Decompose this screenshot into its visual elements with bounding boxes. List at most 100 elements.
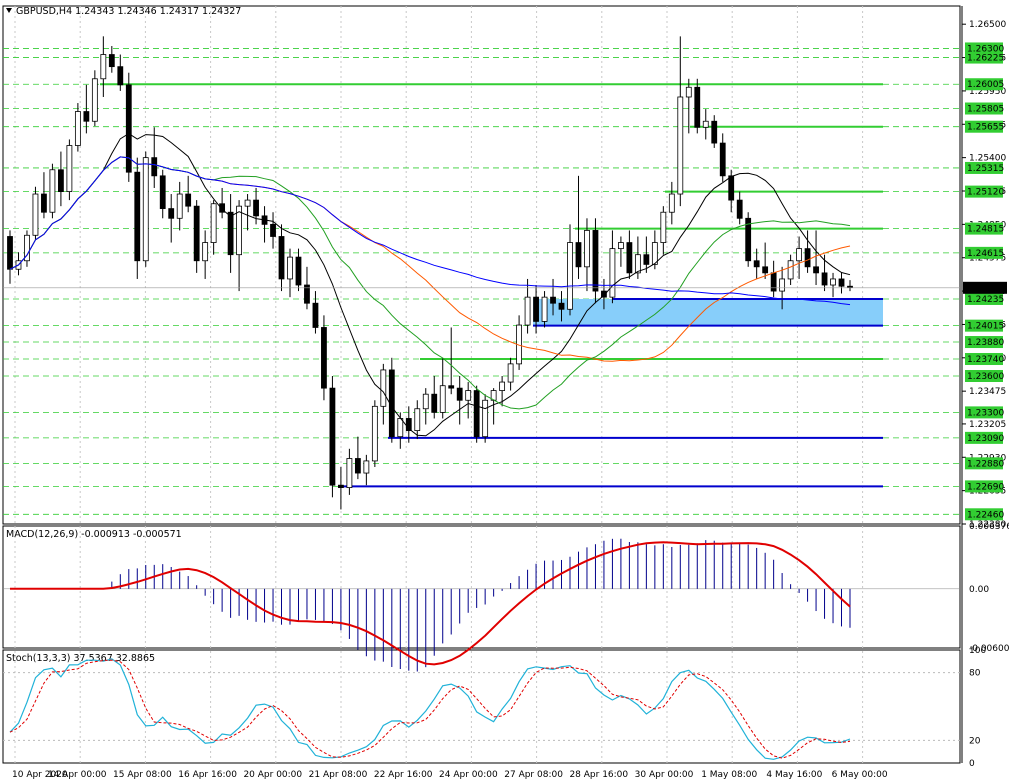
level-price-label: 1.24615	[967, 249, 1004, 259]
candle-body	[58, 169, 64, 193]
level-price-label: 1.25315	[967, 164, 1004, 174]
level-price-label: 1.23740	[967, 355, 1004, 365]
candle-body	[346, 458, 353, 489]
candle-body	[694, 86, 701, 128]
level-price-badge	[965, 292, 1003, 305]
candle-body	[787, 260, 794, 280]
candle-body	[363, 460, 370, 474]
candle-body	[838, 278, 845, 287]
candle-body	[202, 242, 209, 262]
candle-body	[338, 484, 344, 489]
candle-body	[541, 296, 548, 322]
candle-body	[779, 278, 786, 292]
level-price-badge	[965, 185, 1003, 198]
main-header: GBPUSD,H4 1.24343 1.24346 1.24317 1.2432…	[16, 6, 241, 17]
candle-body	[295, 256, 302, 286]
candle-body	[847, 285, 853, 288]
panel-frame-2	[2, 649, 961, 764]
candle-body	[626, 242, 633, 274]
candle-body	[380, 369, 387, 407]
level-price-label: 1.24235	[967, 295, 1004, 305]
time-label: 22 Apr 16:00	[374, 770, 433, 780]
dropdown-triangle-icon	[6, 8, 12, 13]
time-label: 24 Apr 00:00	[439, 770, 498, 780]
level-price-label: 1.22690	[967, 482, 1004, 492]
level-price-label: 1.26005	[967, 80, 1004, 90]
level-price-label: 1.25120	[967, 188, 1004, 198]
candle-body	[728, 175, 735, 201]
candle-body	[168, 208, 175, 219]
candle-body	[524, 296, 531, 326]
candle-body	[117, 66, 124, 86]
time-label: 15 Apr 08:00	[113, 770, 172, 780]
current-price-label: 1.24327	[966, 284, 1003, 294]
candle-body	[278, 236, 285, 280]
ma-blue-line	[9, 156, 851, 306]
candle-body	[439, 385, 446, 413]
candle-body	[575, 242, 582, 268]
candle-body	[456, 387, 463, 401]
level-price-label: 1.22460	[967, 510, 1004, 520]
candle-body	[74, 111, 81, 146]
candle-body	[236, 205, 242, 256]
time-label: 1 May 08:00	[701, 770, 757, 780]
candle-body	[41, 193, 47, 213]
level-price-badge	[965, 246, 1003, 259]
macd-tick-label: -0.006006	[969, 644, 1009, 654]
price-tick-label: 1.23475	[969, 387, 1006, 397]
time-label: 14 Apr 00:00	[48, 770, 107, 780]
candle-body	[821, 272, 828, 286]
candle-body	[24, 234, 30, 262]
candle-body	[448, 385, 455, 389]
candle-body	[66, 145, 73, 193]
candle-body	[677, 96, 684, 195]
candle-body	[651, 242, 658, 265]
candle-body	[210, 203, 217, 243]
candle-body	[431, 393, 438, 413]
current-price-badge	[963, 281, 1007, 294]
time-label: 30 Apr 00:00	[635, 770, 694, 780]
stoch-tick-label: 100	[969, 646, 986, 656]
time-label: 16 Apr 16:00	[178, 770, 237, 780]
macd-signal-line	[10, 541, 851, 666]
candle-body	[804, 248, 811, 268]
candle-body	[533, 296, 539, 322]
candle-body	[685, 86, 692, 98]
macd-tick-label: 0.00	[969, 585, 989, 595]
candle-body	[32, 193, 39, 236]
candle-body	[482, 399, 489, 438]
candle-body	[7, 236, 13, 270]
level-price-label: 1.25655	[967, 123, 1004, 133]
stoch-tick-label: 0	[969, 759, 975, 769]
candle-body	[660, 211, 667, 243]
candle-body	[287, 256, 293, 280]
candle-body	[354, 458, 361, 474]
level-price-badge	[965, 353, 1003, 366]
candle-body	[796, 248, 802, 262]
candle-body	[125, 84, 132, 173]
candle-body	[227, 211, 234, 256]
candle-body	[159, 175, 166, 209]
candle-body	[499, 381, 506, 391]
level-price-badge	[965, 78, 1003, 91]
candle-body	[304, 284, 310, 304]
candle-body	[813, 266, 819, 274]
candle-body	[134, 171, 141, 262]
price-tick-label: 1.25950	[969, 87, 1006, 97]
level-price-label: 1.23300	[967, 408, 1004, 418]
level-price-badge	[965, 336, 1003, 349]
candle-body	[414, 408, 421, 431]
candle-body	[753, 260, 760, 268]
price-tick-label: 1.23205	[969, 420, 1006, 430]
level-price-badge	[965, 431, 1003, 444]
candle-body	[321, 327, 327, 389]
level-price-badge	[965, 370, 1003, 382]
candle-body	[49, 169, 56, 213]
level-price-badge	[965, 222, 1003, 235]
time-label: 27 Apr 08:00	[504, 770, 563, 780]
candle-body	[219, 203, 226, 213]
candle-body	[397, 418, 404, 438]
candle-body	[142, 157, 149, 262]
macd-tick-label: 0.006376	[969, 522, 1009, 532]
